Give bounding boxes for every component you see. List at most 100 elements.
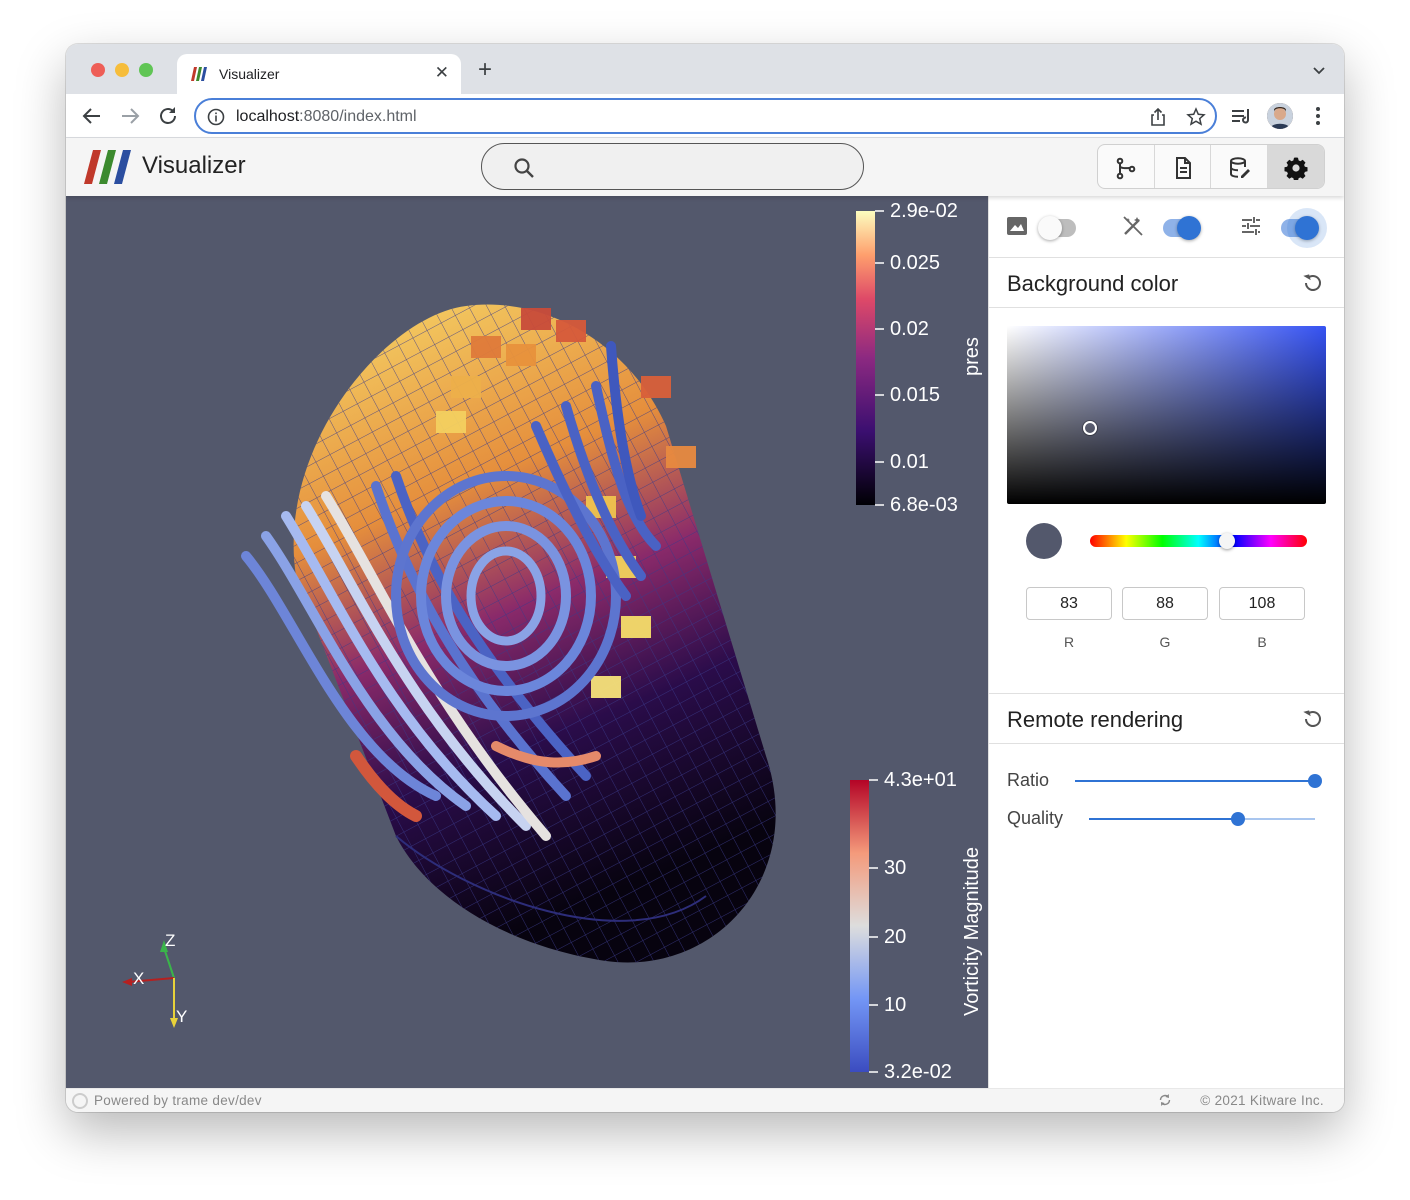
app-title: Visualizer (142, 152, 246, 179)
background-color-header: Background color (989, 258, 1344, 308)
chevron-down-icon[interactable] (1312, 64, 1326, 78)
loading-indicator-icon (72, 1093, 88, 1109)
settings-icon (1283, 157, 1307, 180)
blue-label: B (1257, 634, 1267, 650)
tune-toggle[interactable] (1281, 216, 1319, 240)
search-input[interactable] (546, 154, 846, 180)
hue-slider[interactable] (1090, 533, 1307, 549)
close-window-button[interactable] (91, 63, 105, 77)
new-tab-button[interactable]: + (478, 56, 493, 83)
vorticity-tick-0: 4.3e+01 (884, 769, 957, 791)
back-icon[interactable] (80, 104, 104, 128)
app-logo-icon (84, 150, 131, 184)
minimize-window-button[interactable] (115, 63, 129, 77)
vorticity-tick-2: 20 (884, 926, 906, 948)
pres-tick-1: 0.025 (890, 252, 940, 274)
browser-toolbar: localhost:8080/index.html (66, 94, 1344, 138)
remote-rendering-title: Remote rendering (1007, 707, 1184, 732)
sync-icon (1159, 1094, 1171, 1106)
maximize-window-button[interactable] (139, 63, 153, 77)
image-toggle[interactable] (1038, 216, 1076, 240)
pres-tick-0: 2.9e-02 (890, 200, 958, 222)
pres-colorbar-title: pres (961, 337, 983, 376)
copyright-text: © 2021 Kitware Inc. (1200, 1093, 1324, 1108)
quality-label: Quality (1007, 808, 1064, 828)
profile-avatar[interactable] (1267, 103, 1293, 129)
auto-fix-icon (1123, 216, 1143, 236)
tune-icon (1242, 217, 1260, 235)
reading-list-icon[interactable] (1229, 104, 1253, 128)
file-icon (1175, 157, 1191, 179)
app-bar: Visualizer (66, 138, 1344, 196)
green-value-field[interactable]: 88 (1122, 587, 1208, 620)
pres-tick-4: 0.01 (890, 451, 929, 473)
tab-strip: Visualizer ✕ + (66, 44, 1344, 94)
address-bar[interactable]: localhost:8080/index.html (194, 98, 1217, 134)
tab-close-icon[interactable]: ✕ (434, 63, 449, 82)
ratio-label: Ratio (1007, 770, 1050, 790)
database-button[interactable] (1211, 145, 1268, 188)
reset-remote-icon[interactable] (1301, 707, 1325, 731)
footer: Powered by trame dev/dev © 2021 Kitware … (66, 1088, 1344, 1112)
vorticity-tick-4: 3.2e-02 (884, 1061, 952, 1083)
search-icon (514, 158, 534, 178)
quality-slider-handle[interactable] (1231, 812, 1246, 826)
axis-z-label: Z (165, 931, 175, 950)
auto-fix-toggle[interactable] (1163, 216, 1201, 240)
tab-title: Visualizer (219, 66, 280, 82)
color-picker-handle[interactable] (1083, 421, 1097, 435)
cylinder-surface (293, 304, 776, 963)
pres-tick-3: 0.015 (890, 384, 940, 406)
pres-tick-2: 0.02 (890, 318, 929, 340)
section-divider (989, 693, 1344, 694)
axis-y-label: Y (176, 1007, 187, 1026)
toggle-row (989, 196, 1344, 258)
bookmark-star-icon[interactable] (1186, 107, 1206, 127)
browser-tab[interactable]: Visualizer ✕ (177, 54, 461, 94)
browser-window: Visualizer ✕ + localhost:8080/index.html (66, 44, 1344, 1112)
reload-icon[interactable] (156, 104, 180, 128)
search-field[interactable] (481, 143, 864, 190)
pres-colorbar: 2.9e-02 0.025 0.02 0.015 0.01 6.8e-03 pr… (856, 200, 983, 516)
pres-tick-5: 6.8e-03 (890, 494, 958, 516)
remote-rendering-header: Remote rendering (989, 694, 1344, 744)
ratio-slider[interactable] (1075, 780, 1315, 782)
render-viewport[interactable]: 2.9e-02 0.025 0.02 0.015 0.01 6.8e-03 pr… (66, 196, 988, 1088)
vorticity-colorbar-title: Vorticity Magnitude (961, 847, 983, 1016)
orientation-axes: Z X Y (122, 931, 187, 1028)
database-icon (1230, 157, 1250, 178)
blue-value-field[interactable]: 108 (1219, 587, 1305, 620)
streamlines (241, 341, 661, 841)
red-value-field[interactable]: 83 (1026, 587, 1112, 620)
file-button[interactable] (1155, 145, 1211, 188)
render-scene: 2.9e-02 0.025 0.02 0.015 0.01 6.8e-03 pr… (122, 200, 983, 1083)
quality-slider-remaining (1238, 818, 1315, 820)
hue-slider-handle[interactable] (1218, 533, 1235, 549)
forward-icon[interactable] (118, 104, 142, 128)
info-icon[interactable] (206, 107, 226, 127)
reset-background-icon[interactable] (1301, 271, 1325, 295)
ratio-slider-handle[interactable] (1308, 774, 1322, 788)
share-icon[interactable] (1148, 107, 1168, 127)
paraview-logo-icon (191, 67, 207, 81)
toolbar-button-group (1097, 144, 1325, 189)
settings-button[interactable] (1267, 145, 1324, 188)
background-color-title: Background color (1007, 271, 1179, 296)
vorticity-tick-3: 10 (884, 994, 906, 1016)
more-vert-icon[interactable] (1306, 104, 1330, 128)
pipeline-icon (1116, 157, 1136, 180)
pipeline-button[interactable] (1098, 145, 1155, 188)
settings-panel: Background color 83 88 108 R G B Remote … (988, 196, 1344, 1088)
green-label: G (1159, 634, 1171, 650)
powered-by-text: Powered by trame dev/dev (94, 1093, 262, 1108)
vorticity-colorbar: 4.3e+01 30 20 10 3.2e-02 Vorticity Magni… (850, 769, 983, 1083)
color-swatch (1026, 523, 1062, 559)
url-text: localhost:8080/index.html (236, 108, 417, 125)
image-icon (1007, 217, 1027, 235)
red-label: R (1063, 634, 1075, 650)
axis-x-label: X (133, 969, 144, 988)
color-picker-canvas[interactable] (1007, 326, 1326, 504)
quality-slider[interactable] (1089, 818, 1239, 820)
vorticity-tick-1: 30 (884, 857, 906, 879)
pressure-cells (436, 308, 696, 698)
